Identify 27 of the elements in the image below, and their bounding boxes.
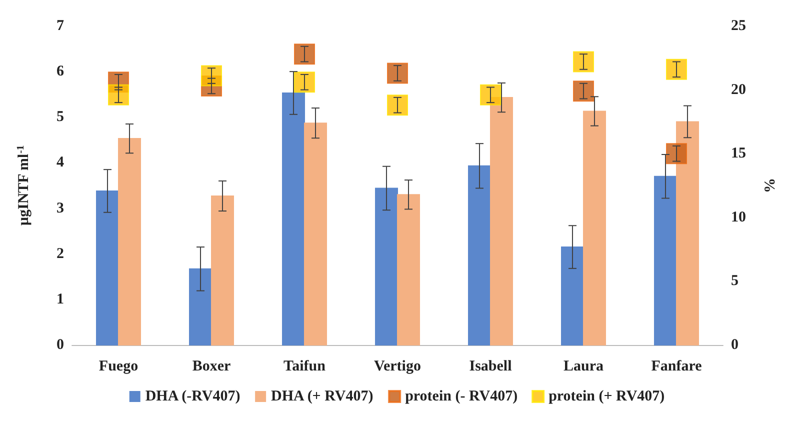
y-tick-label: 4: [56, 154, 64, 171]
x-tick-label: Isabell: [469, 358, 512, 374]
y2-tick-label: 0: [731, 337, 738, 353]
y-tick-label: 1: [56, 291, 64, 308]
y-tick-label: 7: [56, 18, 64, 34]
x-tick-label: Boxer: [192, 358, 231, 374]
y2-tick-label: 5: [731, 273, 738, 290]
y2-tick-label: 20: [731, 82, 746, 98]
x-tick-label: Fuego: [98, 358, 138, 374]
y-tick-label: 5: [56, 109, 64, 126]
x-tick-label: Fanfare: [651, 358, 702, 374]
y2-tick-label: 15: [731, 146, 746, 162]
legend-label: DHA (-RV407): [145, 388, 240, 404]
legend-label: protein (- RV407): [405, 388, 518, 404]
y-tick-label: 2: [56, 246, 64, 262]
legend-label: DHA (+ RV407): [271, 388, 374, 404]
y-tick-label: 0: [56, 337, 64, 353]
x-tick-label: Laura: [563, 358, 604, 374]
y2-tick-label: 10: [731, 209, 746, 226]
x-tick-label: Taifun: [284, 358, 326, 374]
y2-tick-label: 25: [731, 18, 746, 34]
x-tick-label: Vertigo: [374, 358, 421, 374]
y-tick-label: 3: [56, 200, 64, 216]
y2-axis-title: %: [762, 178, 778, 193]
y-axis-title: μgINTF ml-1: [16, 145, 32, 226]
y-tick-label: 6: [56, 64, 64, 80]
legend-label: protein (+ RV407): [548, 388, 665, 404]
